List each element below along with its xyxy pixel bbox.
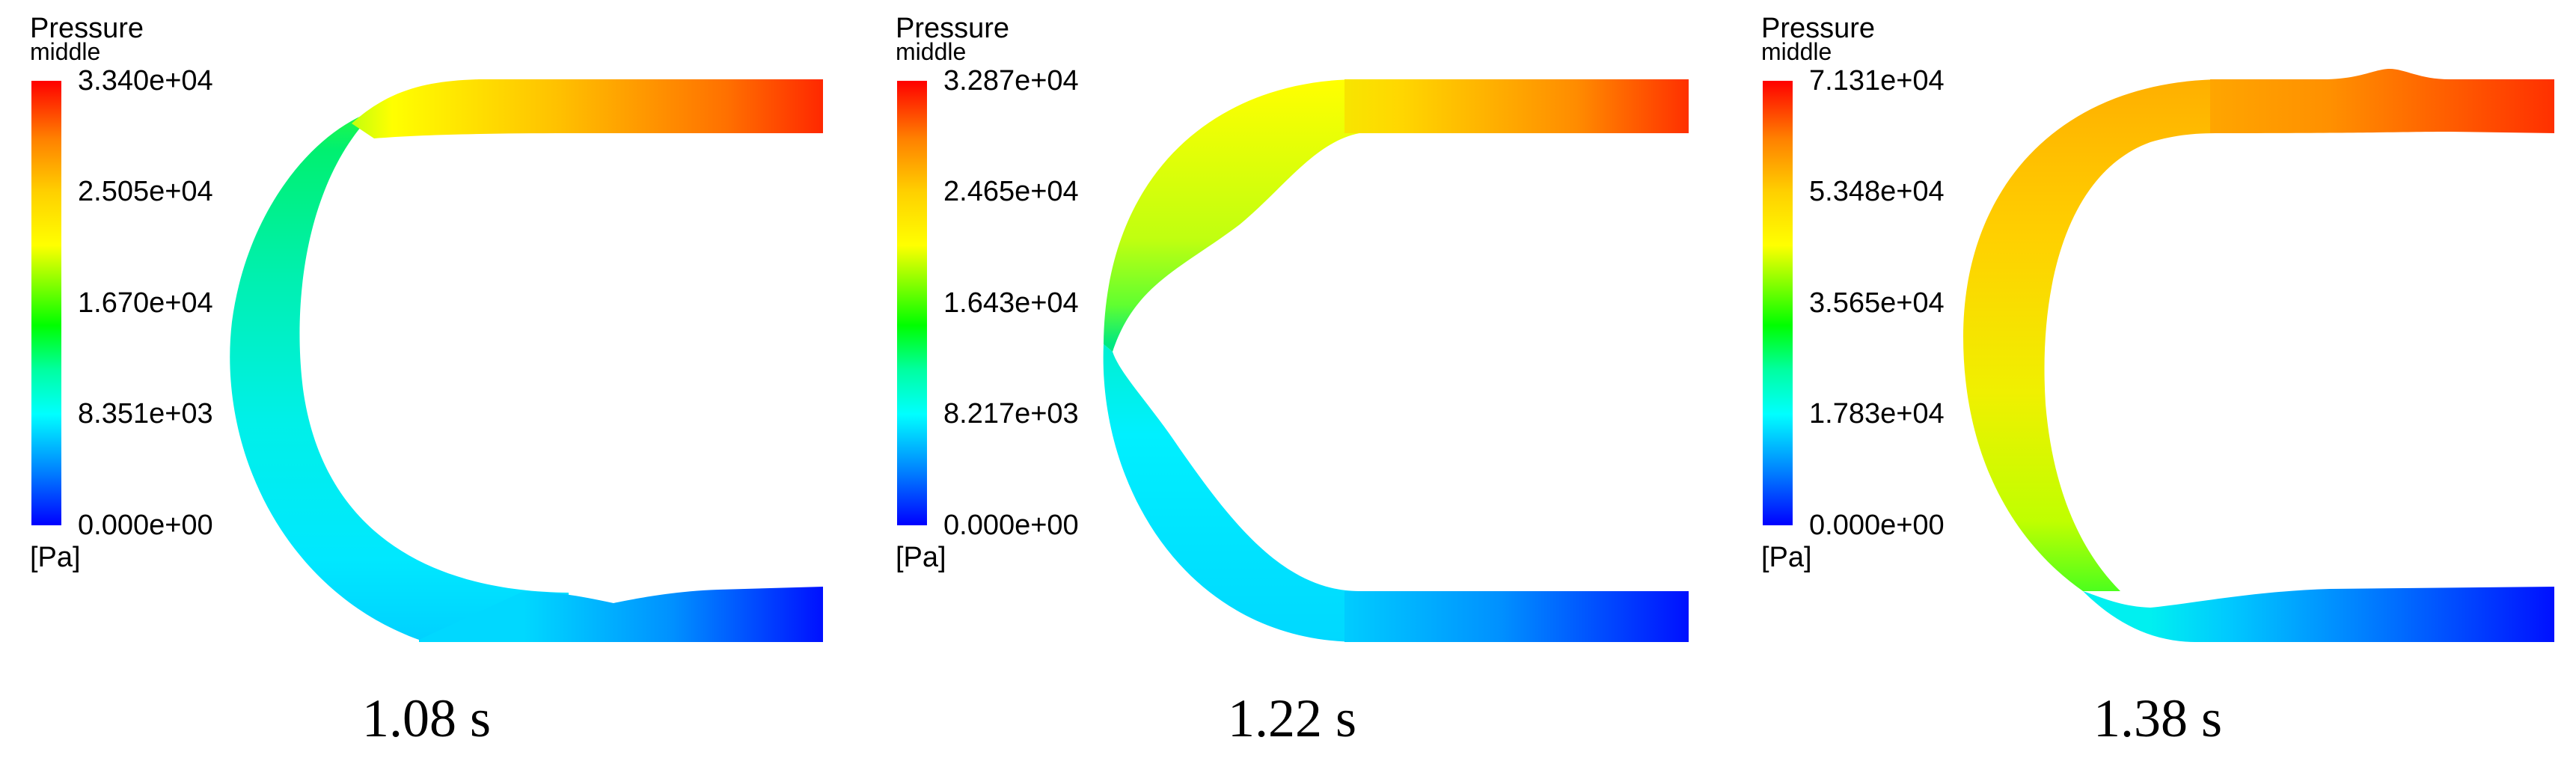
legend-subtitle: middle xyxy=(30,38,101,65)
time-caption: 1.38 s xyxy=(2093,688,2223,748)
colorbar-tick-label: 2.465e+04 xyxy=(943,176,1079,207)
colorbar xyxy=(897,81,927,525)
flow-region-upper-arc xyxy=(1104,79,1359,352)
pressure-contour-plot xyxy=(1103,79,1689,642)
flow-region-top-channel xyxy=(1344,79,1689,133)
flow-region-top-channel xyxy=(352,79,823,138)
colorbar-tick-label: 1.643e+04 xyxy=(943,287,1079,319)
colorbar-tick-label: 8.351e+03 xyxy=(78,398,213,430)
colorbar-tick-label: 1.670e+04 xyxy=(78,287,213,319)
legend-title: Pressure xyxy=(896,13,1010,44)
flow-region-arc xyxy=(1963,79,2225,591)
colorbar-tick-label: 3.340e+04 xyxy=(78,65,213,97)
legend-unit: [Pa] xyxy=(896,542,946,573)
flow-region-lower-arc xyxy=(1103,344,1434,642)
colorbar xyxy=(31,81,61,525)
flow-region-top-channel xyxy=(2210,69,2554,133)
flow-region-bottom-channel xyxy=(1344,591,1689,642)
pressure-panel-1: Pressure middle 3.340e+04 2.505e+04 1.67… xyxy=(0,0,853,767)
pressure-panel-2: Pressure middle 3.287e+04 2.465e+04 1.64… xyxy=(866,0,1719,767)
colorbar-tick-label: 0.000e+00 xyxy=(1809,510,1945,541)
time-caption: 1.22 s xyxy=(1227,688,1357,748)
flow-region-bottom-channel xyxy=(419,587,823,642)
legend-title: Pressure xyxy=(1761,13,1876,44)
legend-unit: [Pa] xyxy=(1761,542,1812,573)
flow-region-bottom-channel xyxy=(2083,587,2554,642)
colorbar-tick-label: 0.000e+00 xyxy=(78,510,213,541)
time-caption: 1.08 s xyxy=(361,688,492,748)
colorbar-tick-label: 2.505e+04 xyxy=(78,176,213,207)
colorbar-tick-label: 7.131e+04 xyxy=(1809,65,1945,97)
colorbar-tick-label: 1.783e+04 xyxy=(1809,398,1945,430)
colorbar-tick-label: 0.000e+00 xyxy=(943,510,1079,541)
legend-unit: [Pa] xyxy=(30,542,81,573)
pressure-contour-plot xyxy=(1963,69,2554,642)
colorbar-tick-label: 8.217e+03 xyxy=(943,398,1079,430)
legend-subtitle: middle xyxy=(1761,38,1832,65)
colorbar xyxy=(1763,81,1793,525)
legend-title: Pressure xyxy=(30,13,144,44)
colorbar-tick-label: 5.348e+04 xyxy=(1809,176,1945,207)
pressure-contour-plot xyxy=(230,79,823,642)
flow-region-arc xyxy=(230,111,569,642)
colorbar-tick-label: 3.287e+04 xyxy=(943,65,1079,97)
legend-subtitle: middle xyxy=(896,38,967,65)
colorbar-tick-label: 3.565e+04 xyxy=(1809,287,1945,319)
pressure-panel-3: Pressure middle 7.131e+04 5.348e+04 3.56… xyxy=(1731,0,2576,767)
